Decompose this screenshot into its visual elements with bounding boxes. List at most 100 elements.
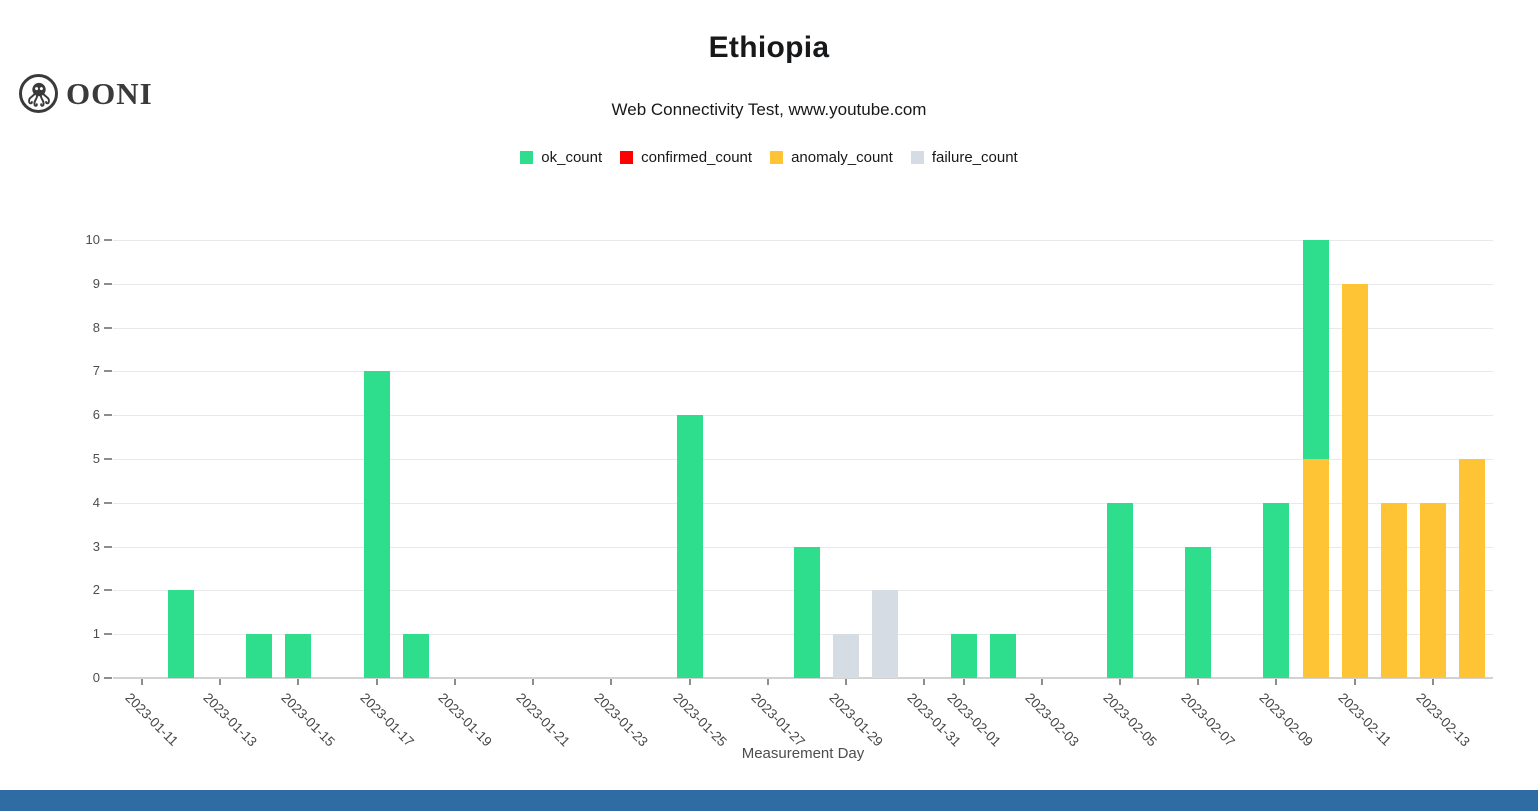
y-tick-mark: [104, 239, 112, 241]
x-axis-tick-label: 2023-01-25: [670, 690, 730, 750]
bar-2023-01-30-failure_count[interactable]: [872, 590, 899, 678]
bar-2023-02-14-anomaly_count[interactable]: [1459, 459, 1486, 678]
y-tick-mark: [104, 545, 112, 548]
x-tick-mark: [297, 679, 300, 685]
bar-2023-01-15-ok_count[interactable]: [285, 634, 312, 678]
x-axis-tick-label: 2023-02-09: [1256, 690, 1317, 750]
x-tick-mark: [1353, 679, 1356, 685]
bar-2023-02-10-anomaly_count[interactable]: [1302, 459, 1329, 678]
x-tick-mark: [923, 679, 926, 685]
x-tick-mark: [845, 679, 848, 685]
y-tick-mark: [104, 282, 112, 285]
x-tick-mark: [532, 679, 535, 685]
x-axis-tick-label: 2023-02-05: [1100, 690, 1160, 750]
y-axis-tick-label: 3: [92, 538, 100, 554]
bar-2023-01-14-ok_count[interactable]: [246, 634, 273, 678]
chart-title: Ethiopia: [708, 31, 830, 64]
footer-bar: [0, 790, 1538, 811]
bar-2023-01-18-ok_count[interactable]: [402, 634, 429, 678]
x-tick-mark: [1431, 679, 1434, 685]
x-axis-tick-label: 2023-01-19: [435, 690, 495, 750]
gridline-9: [113, 283, 1493, 285]
bar-2023-01-29-failure_count[interactable]: [833, 634, 860, 678]
bar-2023-01-28-ok_count[interactable]: [794, 546, 821, 678]
legend-label: confirmed_count: [641, 149, 753, 166]
bar-2023-02-01-ok_count[interactable]: [950, 634, 977, 678]
y-tick-mark: [104, 458, 112, 460]
legend-swatch-confirmed_count: [620, 151, 634, 164]
x-tick-mark: [962, 679, 965, 685]
x-tick-mark: [1119, 679, 1121, 685]
gridline-6: [113, 415, 1493, 417]
legend-swatch-ok_count: [520, 151, 534, 164]
x-axis-tick-label: 2023-02-07: [1178, 690, 1239, 750]
gridline-4: [113, 502, 1493, 504]
x-axis-tick-label: 2023-01-15: [278, 690, 339, 750]
bar-2023-02-10-ok_count[interactable]: [1302, 240, 1329, 459]
x-axis-tick-label: 2023-01-27: [748, 690, 808, 750]
x-axis-line: [113, 677, 1493, 679]
x-axis-tick-label: 2023-01-21: [513, 690, 574, 750]
x-tick-mark: [453, 679, 456, 685]
x-axis-tick-label: 2023-01-23: [591, 690, 652, 750]
x-axis-tick-label: 2023-02-03: [1022, 690, 1082, 750]
x-tick-mark: [766, 679, 769, 685]
x-axis-tick-label: 2023-01-11: [122, 690, 182, 749]
y-tick-mark: [104, 633, 112, 636]
bar-2023-02-02-ok_count[interactable]: [989, 634, 1016, 678]
legend-item-confirmed_count: confirmed_count: [620, 149, 752, 166]
y-axis-tick-label: 4: [92, 494, 100, 510]
bar-2023-01-25-ok_count[interactable]: [676, 415, 703, 678]
y-axis-tick-label: 1: [92, 626, 100, 642]
x-tick-mark: [1040, 679, 1043, 685]
y-axis-tick-label: 10: [85, 232, 100, 247]
bar-2023-02-07-ok_count[interactable]: [1185, 546, 1212, 678]
y-tick-mark: [104, 326, 112, 329]
x-tick-mark: [375, 679, 378, 685]
gridline-5: [113, 459, 1493, 460]
chart-subtitle: Web Connectivity Test, www.youtube.com: [611, 100, 927, 119]
legend: ok_count confirmed_count anomaly_count fail…: [0, 149, 1538, 166]
x-axis-tick-label: 2023-01-13: [200, 690, 261, 750]
bar-2023-02-09-ok_count[interactable]: [1263, 502, 1290, 678]
bar-2023-02-12-anomaly_count[interactable]: [1380, 502, 1407, 678]
ooni-octopus-icon: [19, 74, 58, 113]
y-axis-tick-label: 0: [92, 670, 100, 685]
legend-swatch-failure_count: [910, 151, 924, 164]
x-axis-tick-label: 2023-01-17: [357, 690, 417, 750]
x-axis-tick-label: 2023-01-29: [826, 690, 886, 750]
x-axis-title: Measurement Day: [741, 745, 865, 762]
x-tick-mark: [219, 679, 222, 685]
y-tick-mark: [104, 589, 112, 592]
y-axis-tick-label: 7: [92, 363, 100, 379]
x-tick-mark: [610, 679, 613, 685]
gridline-10: [113, 240, 1493, 241]
legend-label: failure_count: [931, 149, 1018, 166]
legend-item-ok_count: ok_count: [520, 149, 602, 166]
y-axis-tick-label: 5: [92, 451, 100, 466]
x-tick-mark: [688, 679, 691, 685]
x-tick-mark: [1197, 679, 1200, 685]
y-axis-tick-label: 6: [92, 407, 100, 423]
x-axis-tick-label: 2023-02-11: [1335, 690, 1394, 749]
ooni-logo: OONI: [19, 74, 153, 113]
bar-2023-02-13-anomaly_count[interactable]: [1419, 502, 1446, 678]
legend-label: ok_count: [541, 149, 603, 166]
y-tick-mark: [104, 370, 112, 373]
gridline-8: [113, 327, 1493, 329]
x-tick-mark: [1275, 679, 1278, 685]
x-axis-tick-label: 2023-02-13: [1413, 690, 1473, 750]
bar-2023-01-12-ok_count[interactable]: [168, 590, 195, 678]
y-tick-mark: [104, 414, 112, 417]
ooni-logo-text: OONI: [66, 76, 153, 111]
gridline-7: [113, 371, 1493, 373]
bar-2023-02-05-ok_count[interactable]: [1107, 502, 1133, 678]
bar-2023-01-17-ok_count[interactable]: [363, 371, 390, 678]
legend-item-failure_count: failure_count: [910, 149, 1018, 166]
bar-2023-02-11-anomaly_count[interactable]: [1341, 283, 1368, 678]
legend-item-anomaly_count: anomaly_count: [770, 149, 893, 166]
y-axis-tick-label: 2: [92, 582, 100, 598]
y-axis-tick-label: 8: [92, 319, 100, 335]
